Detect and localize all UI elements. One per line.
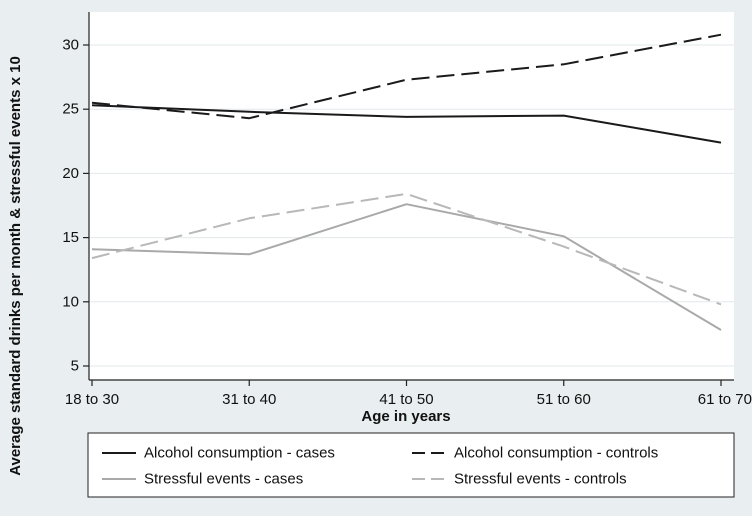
legend-label-1: Alcohol consumption - cases xyxy=(144,445,335,462)
x-tick-label: 18 to 30 xyxy=(65,391,119,408)
grid-lines xyxy=(89,44,734,367)
series-line-2 xyxy=(91,33,722,120)
y-tick-label: 30 xyxy=(62,37,79,54)
legend-label-2: Alcohol consumption - controls xyxy=(454,445,658,462)
legend: Alcohol consumption - cases Alcohol consu… xyxy=(102,445,658,488)
legend-label-3: Stressful events - cases xyxy=(144,471,303,488)
y-tick-label: 20 xyxy=(62,165,79,182)
y-tick-label: 25 xyxy=(62,101,79,118)
x-tick-label: 31 to 40 xyxy=(222,391,276,408)
x-tick-label: 61 to 70 xyxy=(698,391,752,408)
y-tick-label: 15 xyxy=(62,229,79,246)
y-tick-label: 10 xyxy=(62,293,79,310)
legend-box xyxy=(87,432,735,498)
x-tick-label: 51 to 60 xyxy=(537,391,591,408)
y-axis-title: Average standard drinks per month & stre… xyxy=(7,56,24,476)
x-axis-ticks: 18 to 30 31 to 40 41 to 50 51 to 60 61 to 70 xyxy=(65,380,752,408)
series-line-1 xyxy=(91,104,722,144)
series-line-4 xyxy=(91,192,722,306)
x-axis-title: Age in years xyxy=(361,408,450,425)
x-tick-label: 41 to 50 xyxy=(379,391,433,408)
series-lines xyxy=(91,33,722,331)
series-line-3 xyxy=(91,203,722,331)
y-axis-ticks: 5 10 15 20 25 30 xyxy=(62,37,89,375)
legend-label-4: Stressful events - controls xyxy=(454,471,627,488)
y-tick-label: 5 xyxy=(71,358,79,375)
